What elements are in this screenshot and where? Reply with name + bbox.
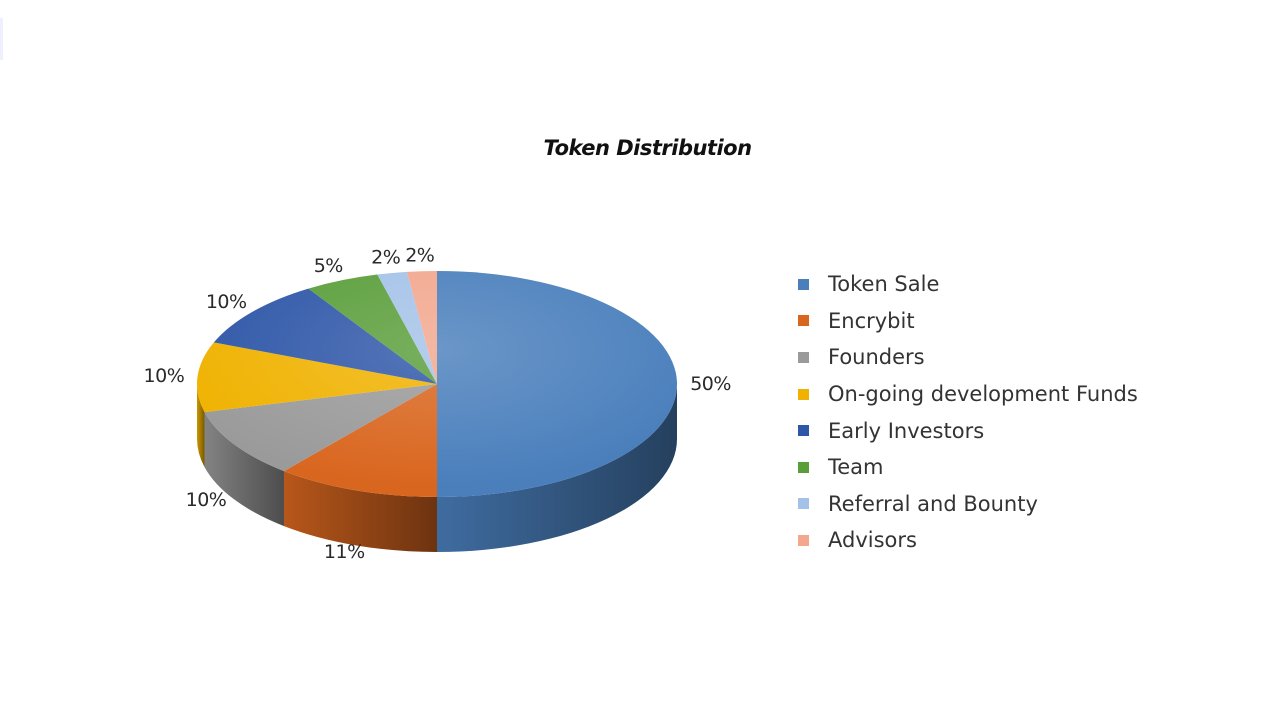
legend-item-early-investors: Early Investors xyxy=(798,412,1138,449)
legend-swatch xyxy=(798,425,809,437)
legend-label: Founders xyxy=(828,345,925,370)
pie-side-encrybit xyxy=(284,471,437,552)
legend-label: Encrybit xyxy=(828,308,915,333)
legend-item-on-going-development-funds: On-going development Funds xyxy=(798,376,1138,413)
legend-label: Team xyxy=(828,455,884,480)
pie-side-on-going-development-funds xyxy=(197,384,205,468)
legend-item-founders: Founders xyxy=(798,339,1138,376)
legend-item-team: Team xyxy=(798,449,1138,486)
pie-top-layer xyxy=(196,271,677,497)
legend-swatch xyxy=(798,315,809,327)
corner-mark xyxy=(0,18,3,60)
data-label-referral-and-bounty: 2% xyxy=(371,247,400,269)
legend-item-token-sale: Token Sale xyxy=(798,266,1138,303)
legend-label: Early Investors xyxy=(828,418,985,443)
legend-swatch xyxy=(798,351,809,363)
pie-highlight xyxy=(197,271,677,497)
data-label-early-investors: 10% xyxy=(206,291,247,313)
pie-side-token-sale xyxy=(437,384,677,552)
data-label-team: 5% xyxy=(314,255,343,277)
pie-side-layer xyxy=(197,384,677,552)
data-label-on-going-development-funds: 10% xyxy=(144,365,185,387)
legend-label: On-going development Funds xyxy=(828,382,1138,407)
pie-side-founders xyxy=(204,412,285,527)
legend-item-advisors: Advisors xyxy=(798,522,1138,559)
legend-item-encrybit: Encrybit xyxy=(798,303,1138,340)
legend-swatch xyxy=(798,461,809,473)
legend-swatch xyxy=(798,388,809,400)
data-label-token-sale: 50% xyxy=(690,373,731,395)
chart-title: Token Distribution xyxy=(543,136,752,160)
legend-item-referral-and-bounty: Referral and Bounty xyxy=(798,486,1138,523)
legend-label: Advisors xyxy=(828,528,917,553)
pie-label-layer: 50% 11% 10% 10% 10% 5% 2% 2% xyxy=(144,244,732,563)
legend-label: Referral and Bounty xyxy=(828,491,1038,516)
data-label-founders: 10% xyxy=(186,489,227,511)
data-label-encrybit: 11% xyxy=(324,541,365,563)
legend: Token Sale Encrybit Founders On-going devel… xyxy=(798,266,1138,559)
legend-label: Token Sale xyxy=(828,272,940,297)
legend-swatch xyxy=(798,278,809,290)
legend-swatch xyxy=(798,498,809,510)
data-label-advisors: 2% xyxy=(405,244,434,266)
legend-swatch xyxy=(798,534,809,546)
